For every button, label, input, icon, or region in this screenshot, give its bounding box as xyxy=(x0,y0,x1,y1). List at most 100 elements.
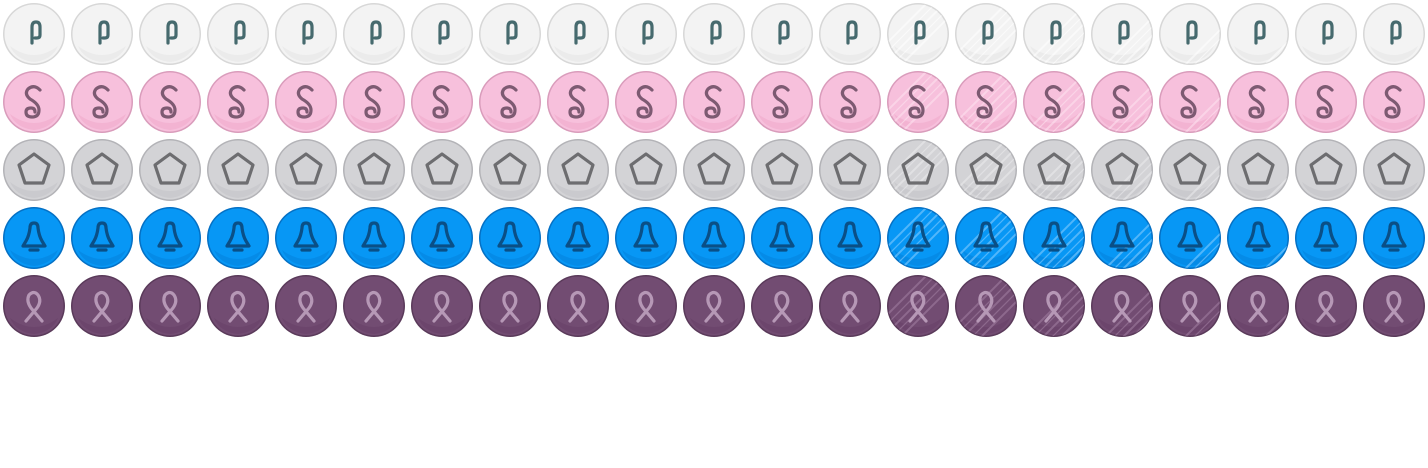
paperclip-coin xyxy=(1090,2,1154,66)
swirl-coin xyxy=(1022,70,1086,134)
bell-coin xyxy=(138,206,202,270)
paperclip-icon xyxy=(1023,3,1085,65)
paperclip-coin xyxy=(2,2,66,66)
bell-icon xyxy=(207,207,269,269)
paperclip-coin xyxy=(614,2,678,66)
bell-coin xyxy=(1294,206,1358,270)
bell-icon xyxy=(547,207,609,269)
paperclip-icon xyxy=(1091,3,1153,65)
pentagon-icon xyxy=(139,139,201,201)
ribbon-icon xyxy=(1363,275,1425,337)
swirl-coin xyxy=(750,70,814,134)
swirl-coin xyxy=(342,70,406,134)
bell-coin xyxy=(478,206,542,270)
swirl-coin xyxy=(614,70,678,134)
swirl-icon xyxy=(615,71,677,133)
swirl-coin xyxy=(1090,70,1154,134)
swirl-icon xyxy=(887,71,949,133)
paperclip-coin xyxy=(1226,2,1290,66)
pentagon-icon xyxy=(411,139,473,201)
paperclip-coin xyxy=(410,2,474,66)
swirl-icon xyxy=(1227,71,1289,133)
pentagon-coin xyxy=(1158,138,1222,202)
ribbon-coin xyxy=(1022,274,1086,338)
swirl-coin xyxy=(1158,70,1222,134)
bell-icon xyxy=(1363,207,1425,269)
swirl-icon xyxy=(343,71,405,133)
bell-icon xyxy=(819,207,881,269)
pentagon-icon xyxy=(887,139,949,201)
pentagon-icon xyxy=(1363,139,1425,201)
pentagon-icon xyxy=(547,139,609,201)
ribbon-coin xyxy=(1090,274,1154,338)
paperclip-coin xyxy=(1294,2,1358,66)
ribbon-icon xyxy=(819,275,881,337)
swirl-icon xyxy=(411,71,473,133)
paperclip-icon xyxy=(275,3,337,65)
ribbon-coin xyxy=(206,274,270,338)
paperclip-icon xyxy=(1295,3,1357,65)
paperclip-coin xyxy=(138,2,202,66)
swirl-coin xyxy=(274,70,338,134)
ribbon-coin xyxy=(478,274,542,338)
bell-icon xyxy=(139,207,201,269)
bell-icon xyxy=(1227,207,1289,269)
ribbon-coin xyxy=(1362,274,1426,338)
swirl-icon xyxy=(139,71,201,133)
ribbon-coin xyxy=(342,274,406,338)
pentagon-icon xyxy=(275,139,337,201)
bell-icon xyxy=(683,207,745,269)
swirl-coin xyxy=(546,70,610,134)
bell-coin xyxy=(1090,206,1154,270)
paperclip-icon xyxy=(955,3,1017,65)
pentagon-coin xyxy=(1226,138,1290,202)
bell-icon xyxy=(71,207,133,269)
paperclip-icon xyxy=(3,3,65,65)
coin-row-purple xyxy=(0,272,1428,340)
bell-coin xyxy=(818,206,882,270)
swirl-icon xyxy=(71,71,133,133)
bell-icon xyxy=(955,207,1017,269)
paperclip-icon xyxy=(683,3,745,65)
ribbon-icon xyxy=(343,275,405,337)
bell-icon xyxy=(887,207,949,269)
paperclip-icon xyxy=(207,3,269,65)
bell-coin xyxy=(342,206,406,270)
bell-coin xyxy=(954,206,1018,270)
ribbon-icon xyxy=(1091,275,1153,337)
ribbon-icon xyxy=(411,275,473,337)
paperclip-icon xyxy=(71,3,133,65)
paperclip-icon xyxy=(819,3,881,65)
ribbon-coin xyxy=(954,274,1018,338)
swirl-icon xyxy=(1091,71,1153,133)
coin-row-white xyxy=(0,0,1428,68)
swirl-icon xyxy=(751,71,813,133)
bell-coin xyxy=(70,206,134,270)
ribbon-coin xyxy=(886,274,950,338)
paperclip-coin xyxy=(818,2,882,66)
swirl-coin xyxy=(682,70,746,134)
ribbon-icon xyxy=(1023,275,1085,337)
bell-icon xyxy=(479,207,541,269)
coin-row-blue xyxy=(0,204,1428,272)
pentagon-coin xyxy=(682,138,746,202)
pentagon-icon xyxy=(1023,139,1085,201)
pentagon-icon xyxy=(71,139,133,201)
swirl-coin xyxy=(70,70,134,134)
bell-coin xyxy=(614,206,678,270)
ribbon-icon xyxy=(1159,275,1221,337)
swirl-coin xyxy=(2,70,66,134)
paperclip-coin xyxy=(954,2,1018,66)
bell-coin xyxy=(546,206,610,270)
ribbon-coin xyxy=(138,274,202,338)
ribbon-coin xyxy=(70,274,134,338)
ribbon-icon xyxy=(1295,275,1357,337)
pentagon-coin xyxy=(1022,138,1086,202)
paperclip-icon xyxy=(547,3,609,65)
paperclip-icon xyxy=(139,3,201,65)
paperclip-coin xyxy=(342,2,406,66)
bell-icon xyxy=(1159,207,1221,269)
bell-icon xyxy=(1295,207,1357,269)
swirl-coin xyxy=(410,70,474,134)
pentagon-coin xyxy=(2,138,66,202)
